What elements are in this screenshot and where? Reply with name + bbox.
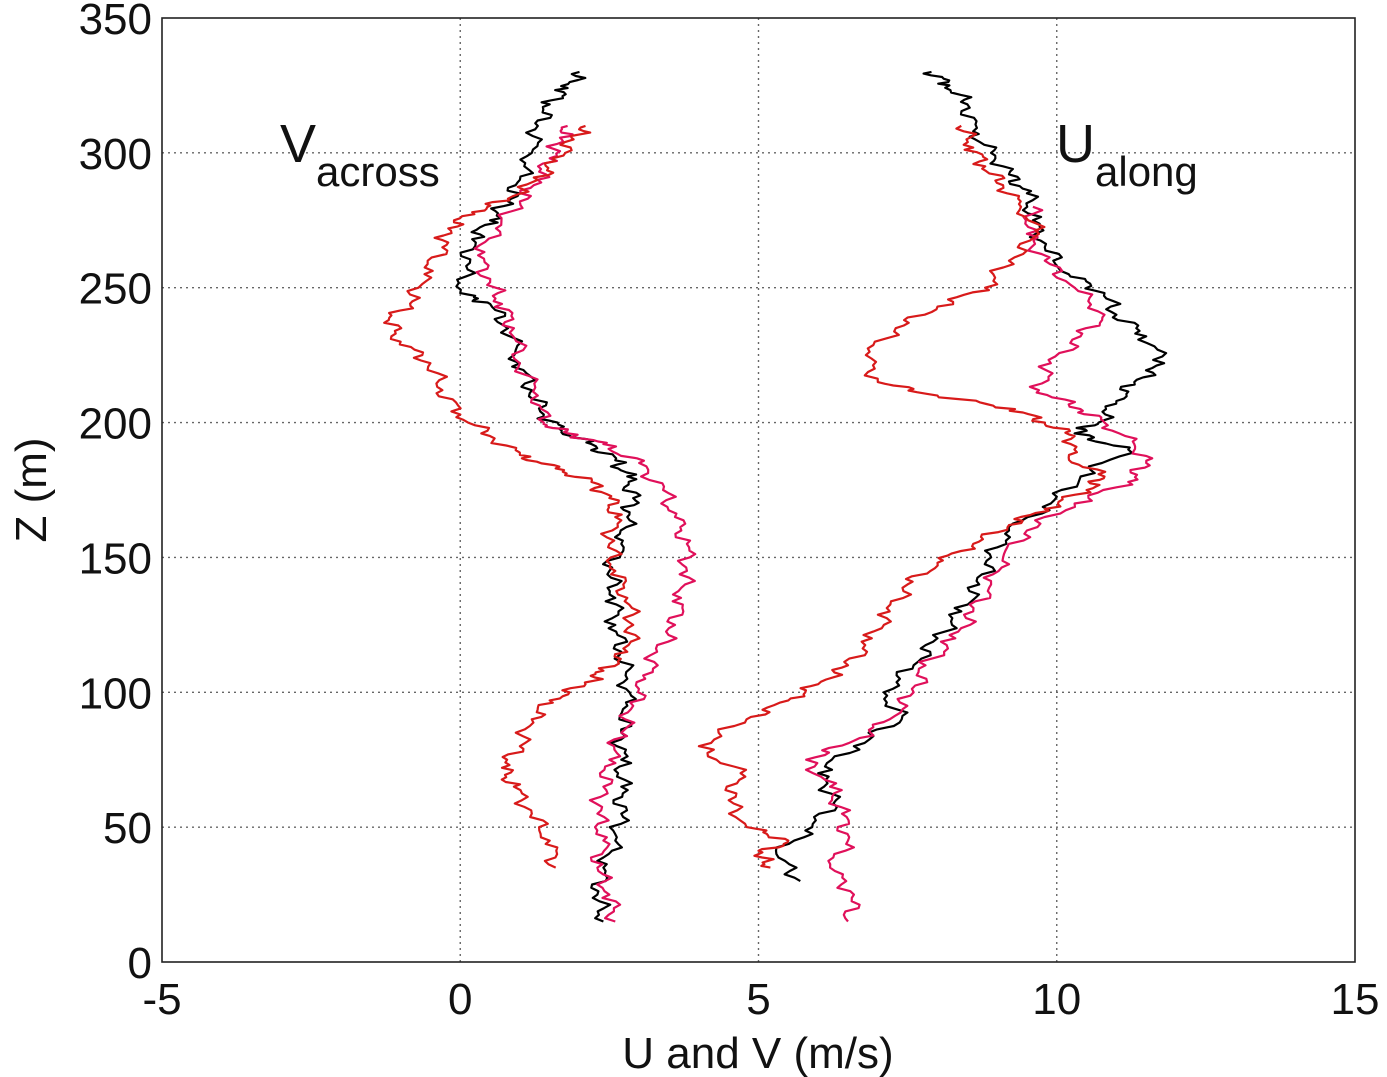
series-line-v-0 bbox=[455, 70, 642, 923]
x-axis-title: U and V (m/s) bbox=[622, 1029, 893, 1077]
x-tick-labels: -5 0 5 10 15 bbox=[142, 975, 1379, 1024]
x-tick-label: 15 bbox=[1331, 975, 1380, 1024]
data-series bbox=[383, 70, 1168, 923]
v-across-label: Vacross bbox=[280, 114, 440, 195]
series-line-u-3 bbox=[774, 70, 1168, 883]
series-line-v-2 bbox=[383, 124, 641, 869]
u-along-label: Ualong bbox=[1056, 114, 1198, 195]
y-tick-label: 350 bbox=[79, 0, 152, 44]
series-line-u-4 bbox=[804, 205, 1154, 923]
series-line-v-1 bbox=[473, 124, 697, 923]
plot-frame bbox=[161, 17, 1356, 963]
y-tick-label: 100 bbox=[79, 669, 152, 718]
y-tick-labels: 0 50 100 150 200 250 300 350 bbox=[79, 0, 152, 988]
v-across-sub: across bbox=[316, 148, 440, 195]
v-across-main: V bbox=[280, 114, 316, 174]
y-tick-label: 0 bbox=[128, 939, 152, 988]
y-tick-label: 300 bbox=[79, 130, 152, 179]
y-tick-label: 50 bbox=[103, 804, 152, 853]
y-axis-title: Z (m) bbox=[7, 437, 56, 542]
y-tick-label: 250 bbox=[79, 265, 152, 314]
x-tick-label: 10 bbox=[1032, 975, 1081, 1024]
u-along-main: U bbox=[1056, 114, 1095, 174]
gridlines bbox=[162, 18, 1355, 962]
y-tick-label: 150 bbox=[79, 534, 152, 583]
x-tick-label: -5 bbox=[142, 975, 181, 1024]
y-tick-label: 200 bbox=[79, 400, 152, 449]
x-tick-label: 5 bbox=[746, 975, 770, 1024]
series-line-u-5 bbox=[697, 124, 1107, 869]
x-tick-label: 0 bbox=[448, 975, 472, 1024]
u-along-sub: along bbox=[1095, 148, 1198, 195]
